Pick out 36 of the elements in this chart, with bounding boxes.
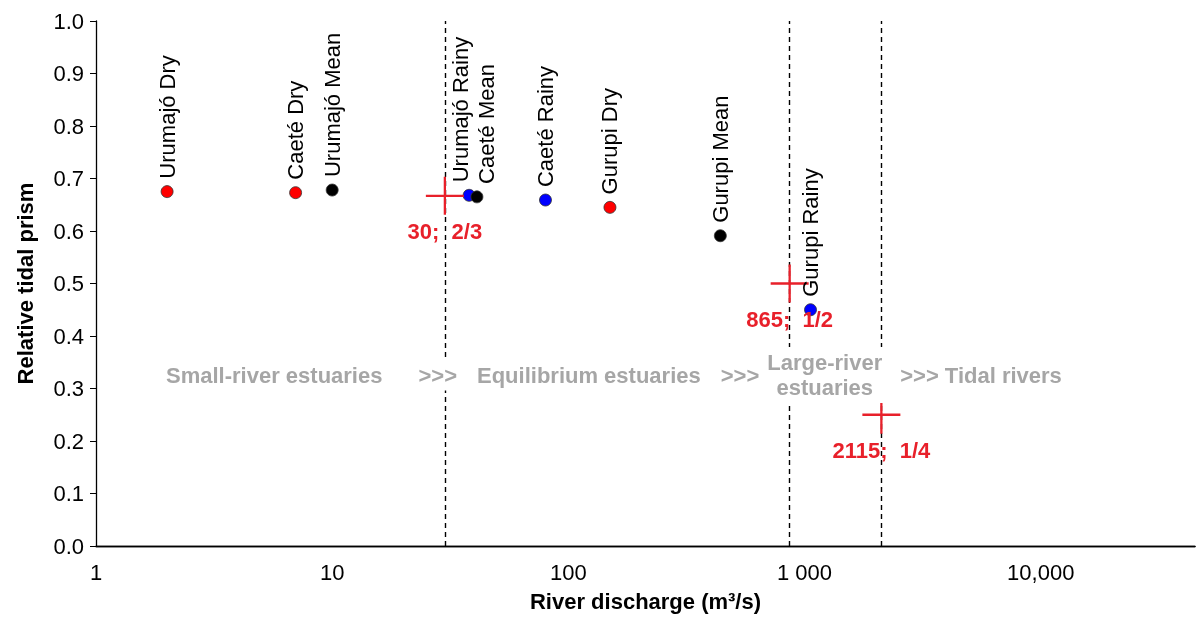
annotation: Gurupi Rainy xyxy=(798,168,824,297)
annotation: Caeté Dry xyxy=(283,80,309,180)
annotation: Gurupi Dry xyxy=(597,88,623,195)
y-tick-label: 0.2 xyxy=(53,428,84,454)
annotation: Gurupi Mean xyxy=(707,95,733,223)
data-label: 30; 2/3 xyxy=(407,219,483,245)
annotation: Urumajó Rainy xyxy=(447,36,473,183)
annotation: Equilibrium estuaries xyxy=(476,362,701,388)
y-tick-label: 0.6 xyxy=(53,218,84,244)
annotation: >>> xyxy=(720,362,760,388)
y-tick-label: 0.1 xyxy=(53,481,84,506)
y-tick-label: 0.8 xyxy=(53,113,84,139)
y-tick-label: 0.9 xyxy=(53,61,84,86)
y-tick-label: 0.7 xyxy=(53,166,84,191)
y-tick-label: 0.0 xyxy=(53,533,84,559)
annotation: Urumajó Mean xyxy=(319,32,345,178)
x-tick-label: 1 000 xyxy=(777,559,833,585)
x-tick-label: 10 xyxy=(319,559,345,585)
y-tick-label: 0.3 xyxy=(53,376,84,401)
data-label: 865; 1/2 xyxy=(746,307,834,332)
data-label: 2115; 1/4 xyxy=(832,438,932,464)
annotation: >>> Tidal rivers xyxy=(900,362,1062,388)
annotation: >>> xyxy=(418,362,457,388)
x-tick-label: 1 xyxy=(89,559,103,585)
y-tick-label: 1.0 xyxy=(53,8,84,34)
x-tick-label: 100 xyxy=(550,559,587,585)
annotation: Caeté Mean xyxy=(474,64,500,184)
x-axis-title: River discharge (m³/s) xyxy=(529,588,762,614)
annotation: Caeté Rainy xyxy=(532,65,558,188)
annotation: Urumajó Dry xyxy=(154,55,180,179)
y-tick-label: 0.4 xyxy=(53,323,84,349)
y-tick-label: 0.5 xyxy=(53,271,84,296)
y-axis-title: Relative tidal prism xyxy=(12,182,38,385)
x-tick-label: 10,000 xyxy=(1007,559,1075,585)
annotation: Large-river estuaries xyxy=(767,350,883,400)
annotation: Small-river estuaries xyxy=(165,362,383,388)
